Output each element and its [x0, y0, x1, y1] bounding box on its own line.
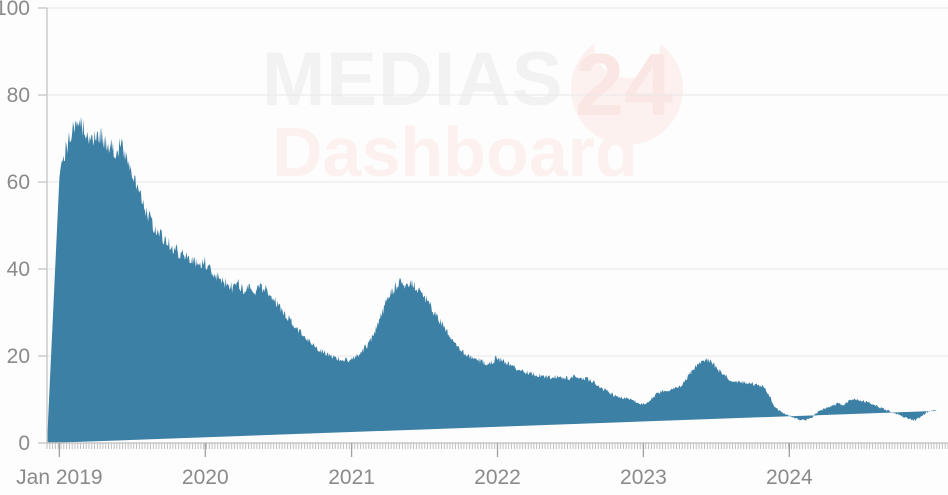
x-tick-label: 2023	[620, 466, 667, 489]
x-axis-tick-labels: Jan 2019 2020 2021 2022 2023 2024	[16, 466, 813, 489]
y-tick-label: 20	[7, 345, 30, 368]
y-tick-label: 0	[18, 432, 30, 455]
y-tick-label: 40	[7, 258, 30, 281]
x-minor-ticks	[46, 443, 948, 457]
y-axis-tick-labels: 0 20 40 60 80 100	[0, 0, 30, 455]
x-tick-label: 2022	[474, 466, 521, 489]
y-tick-label: 60	[7, 171, 30, 194]
x-tick-label: 2020	[182, 466, 229, 489]
x-tick-label: 2021	[328, 466, 375, 489]
x-tick-label: 2024	[766, 466, 813, 489]
y-tick-label: 80	[7, 84, 30, 107]
area-path	[47, 116, 938, 443]
x-tick-label: Jan 2019	[16, 466, 102, 489]
area-series	[47, 116, 938, 443]
y-tick-label: 100	[0, 0, 30, 20]
